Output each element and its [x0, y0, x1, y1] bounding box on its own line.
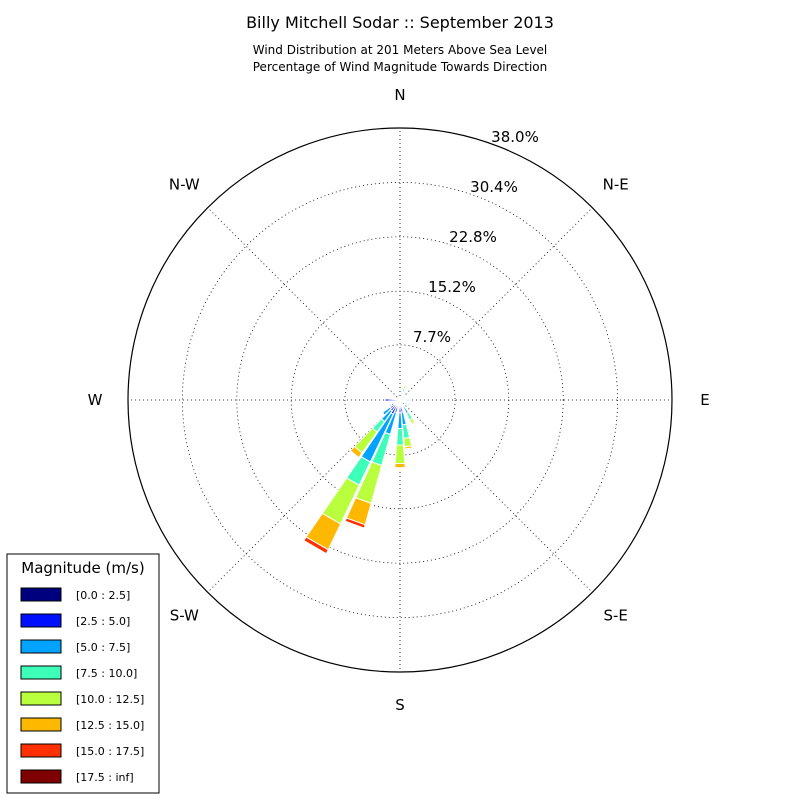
- bar-dir-90-bin-1: [401, 399, 407, 401]
- wind-bars: [303, 384, 417, 555]
- bar-dir-210-bin-6: [303, 536, 329, 555]
- legend-label-1: [2.5 : 5.0]: [76, 615, 130, 628]
- legend: Magnitude (m/s) [0.0 : 2.5] [2.5 : 5.0] [5…: [6, 553, 160, 794]
- direction-label-n-w: N-W: [169, 175, 200, 193]
- bar-dir-90-bin-2: [405, 398, 411, 402]
- grid-spoke-s-e: [399, 399, 593, 593]
- bar-dir-240-bin-2: [388, 403, 393, 408]
- legend-swatch-1: [20, 613, 62, 628]
- bar-dir-170-bin-3: [401, 423, 411, 440]
- grid-circle-1: [344, 344, 456, 456]
- legend-swatch-7: [20, 769, 62, 784]
- direction-label-s-e: S-E: [603, 607, 627, 625]
- bar-dir-180-bin-2: [397, 412, 403, 430]
- grid-spoke-n-e: [399, 207, 593, 401]
- direction-label-e: E: [700, 391, 709, 409]
- direction-label-s: S: [395, 696, 405, 714]
- legend-swatch-5: [20, 717, 62, 732]
- legend-label-7: [17.5 : inf]: [76, 771, 134, 784]
- radial-tick-label-4: 30.4%: [470, 178, 518, 196]
- grid-spoke-n-w: [207, 207, 401, 401]
- chart-subtitle-line-1: Wind Distribution at 201 Meters Above Se…: [253, 43, 548, 57]
- direction-label-w: W: [88, 391, 103, 409]
- bar-dir-230-bin-2: [381, 406, 392, 416]
- polar-outer-circle: [127, 127, 673, 673]
- bar-dir-270-bin-1: [384, 398, 398, 402]
- grid-spoke-s-w: [207, 399, 401, 593]
- legend-label-6: [15.0 : 17.5]: [76, 745, 144, 758]
- legend-items: [0.0 : 2.5] [2.5 : 5.0] [5.0 : 7.5] [7.5 : …: [20, 587, 144, 784]
- direction-label-n: N: [394, 86, 405, 104]
- bar-dir-180-bin-3: [396, 428, 404, 446]
- polar-grid: [128, 128, 672, 672]
- grid-circle-4: [181, 181, 619, 619]
- legend-label-4: [10.0 : 12.5]: [76, 693, 144, 706]
- bar-dir-180-bin-6: [394, 467, 406, 470]
- bar-dir-40-bin-2: [401, 394, 405, 399]
- bar-dir-170-bin-5: [404, 445, 413, 450]
- direction-label-n-e: N-E: [603, 175, 629, 193]
- radial-tick-labels: 7.7% 15.2% 22.8% 30.4% 38.0%: [413, 128, 539, 346]
- radial-tick-label-2: 15.2%: [428, 278, 476, 296]
- radial-tick-label-3: 22.8%: [449, 228, 497, 246]
- legend-swatch-4: [20, 691, 62, 706]
- legend-swatch-6: [20, 743, 62, 758]
- bar-dir-180-bin-4: [394, 444, 406, 465]
- bar-dir-180-bin-5: [394, 463, 406, 469]
- direction-label-s-w: S-W: [170, 607, 199, 625]
- chart-subtitle-line-2: Percentage of Wind Magnitude Towards Dir…: [253, 60, 547, 74]
- radial-tick-label-1: 7.7%: [413, 328, 451, 346]
- direction-labels: N N-E E S-E S S-W W N-W: [88, 86, 710, 714]
- chart-title: Billy Mitchell Sodar :: September 2013: [246, 13, 554, 32]
- legend-swatch-0: [20, 587, 62, 602]
- legend-label-2: [5.0 : 7.5]: [76, 641, 130, 654]
- bar-dir-220-bin-5: [349, 445, 363, 459]
- legend-swatch-3: [20, 665, 62, 680]
- grid-circle-3: [236, 236, 564, 564]
- legend-label-3: [7.5 : 10.0]: [76, 667, 137, 680]
- bar-dir-150-bin-5: [410, 420, 417, 426]
- legend-label-5: [12.5 : 15.0]: [76, 719, 144, 732]
- legend-label-0: [0.0 : 2.5]: [76, 589, 130, 602]
- bar-dir-200-bin-7: [344, 520, 365, 530]
- bar-dir-20-bin-4: [402, 384, 407, 390]
- legend-title: Magnitude (m/s): [21, 559, 144, 577]
- bar-dir-120-bin-3: [406, 403, 411, 407]
- bar-dir-330-bin-1: [397, 396, 400, 399]
- legend-swatch-2: [20, 639, 62, 654]
- radial-tick-label-5: 38.0%: [491, 128, 539, 146]
- bar-dir-180-bin-1: [398, 403, 402, 414]
